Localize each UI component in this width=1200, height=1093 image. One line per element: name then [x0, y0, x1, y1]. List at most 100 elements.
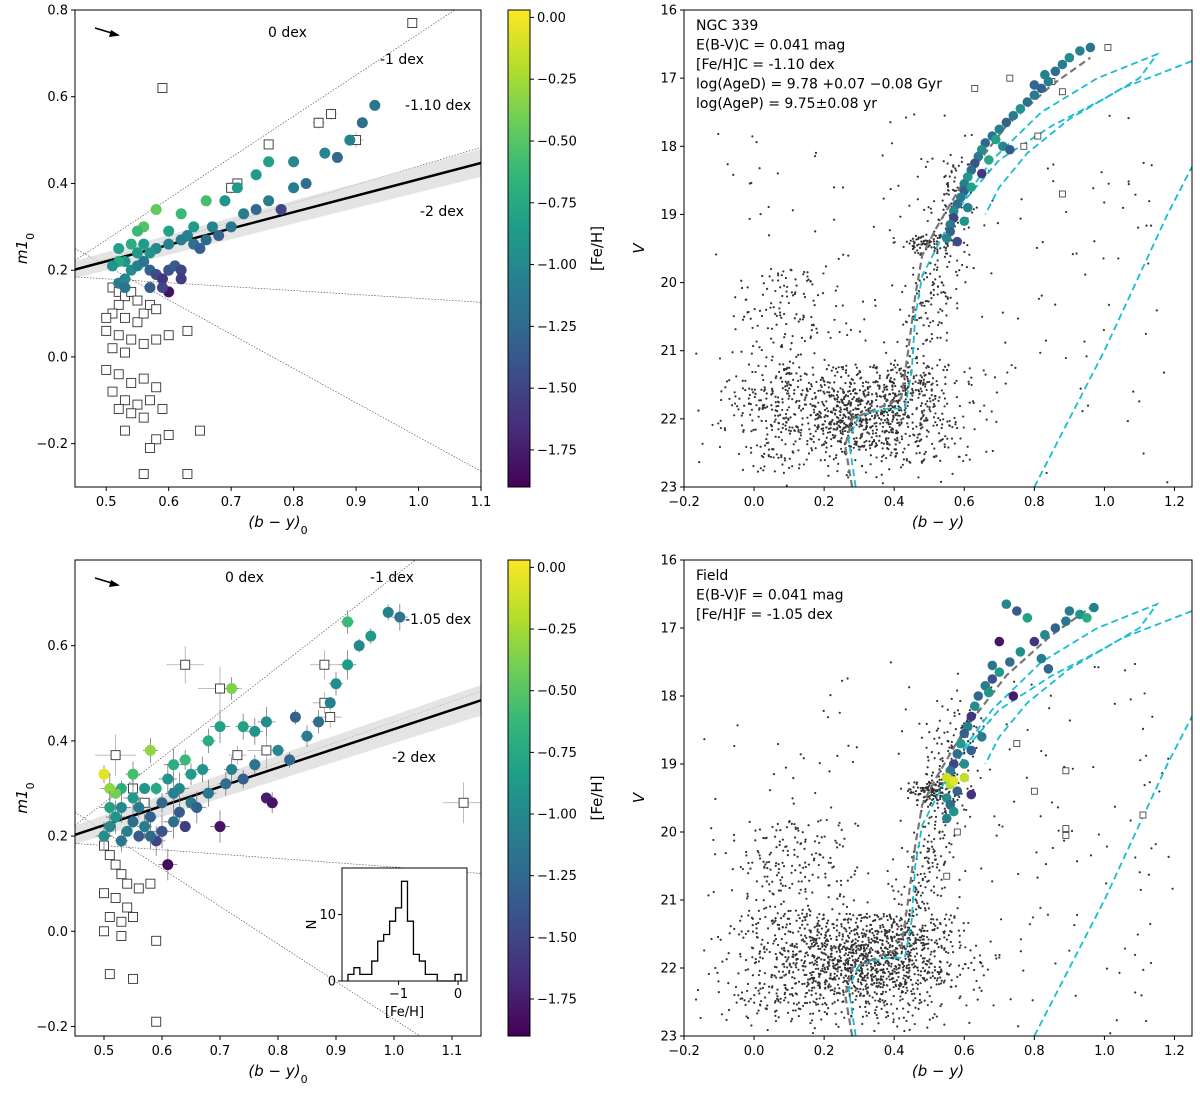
top-right-field-star [823, 383, 826, 387]
bottom-right-field-star [893, 897, 896, 901]
top-right-field-star [881, 390, 885, 393]
bottom-right-field-star [854, 822, 857, 825]
bottom-right-field-star [824, 986, 827, 989]
top-right-field-star [857, 397, 861, 400]
bottom-right-field-star [1113, 805, 1117, 808]
top-right-field-star [784, 424, 787, 427]
bottom-right-field-star [930, 950, 933, 953]
top-left-nonmember-point [145, 443, 155, 453]
bottom-right-field-star [870, 969, 873, 972]
top-right-field-star [854, 414, 857, 417]
bottom-right-field-star [923, 838, 926, 841]
bottom-right-field-star [703, 949, 706, 952]
top-right-field-star [790, 342, 793, 345]
bottom-right-field-star [859, 919, 863, 922]
bottom-right-field-star [926, 880, 929, 883]
top-right-field-star [837, 257, 840, 260]
bottom-right-field-star [805, 951, 808, 954]
bottom-right-field-star [754, 829, 757, 832]
top-right-field-star [881, 447, 884, 450]
top-right-field-star [938, 236, 941, 239]
bottom-right-nonmember-point [943, 872, 951, 880]
bottom-left-member-point [104, 821, 116, 833]
top-right-field-star [859, 411, 863, 414]
bottom-right-field-star [949, 940, 952, 944]
bottom-right-field-star [737, 933, 741, 936]
bottom-right-field-star [881, 999, 884, 1002]
bottom-right-field-star [907, 865, 910, 868]
bottom-right-field-star [943, 886, 946, 889]
top-right-field-star [841, 419, 844, 422]
top-right-field-star [936, 336, 939, 339]
bottom-right-field-star [978, 986, 981, 989]
bottom-right-field-star [935, 1015, 938, 1018]
bottom-right-field-star [884, 961, 887, 964]
bottom-right-field-star [744, 932, 748, 936]
top-left-xtick-label: 1.0 [408, 495, 429, 510]
top-right-field-star [837, 366, 840, 369]
top-right-field-star [906, 379, 910, 383]
bottom-right-field-star [853, 933, 856, 936]
top-right-field-star [849, 422, 852, 426]
bottom-left-inset-frame [341, 867, 468, 982]
top-right-field-star [824, 420, 827, 423]
top-right-field-star [907, 401, 910, 404]
bottom-right-field-star [835, 841, 838, 844]
top-right-field-star [912, 377, 915, 380]
top-right-field-star [907, 416, 910, 419]
top-right-field-star [953, 176, 957, 179]
bottom-right-field-star [880, 993, 883, 996]
bottom-right-field-star [888, 946, 891, 949]
top-left-ytick-label: 0.4 [47, 177, 68, 192]
top-right-field-star [740, 350, 743, 353]
bottom-right-field-star [790, 993, 794, 996]
bottom-right-field-star [710, 937, 713, 941]
top-right-field-star [787, 429, 790, 432]
bottom-right-field-star [933, 849, 936, 853]
bottom-left-colorbar-gradient [507, 559, 531, 1037]
top-right-field-star [845, 322, 848, 325]
top-right-field-star [834, 367, 838, 370]
bottom-right-field-star [919, 954, 923, 957]
top-right-field-star [777, 404, 780, 408]
top-left-nonmember-point [151, 334, 162, 345]
top-right-rgb-star [976, 168, 987, 179]
bottom-right-field-star [950, 979, 953, 982]
top-left-xtick-label: 0.9 [346, 495, 367, 510]
top-right-field-star [896, 401, 900, 405]
top-right-field-star [895, 371, 898, 374]
bottom-right-field-star [936, 742, 939, 745]
top-right-field-star [840, 366, 843, 369]
bottom-right-field-star [891, 972, 894, 976]
top-right-field-star [888, 425, 891, 429]
top-right-field-star [823, 358, 826, 361]
bottom-right-field-star [975, 726, 978, 729]
bottom-right-field-star [919, 981, 922, 985]
top-right-field-star [782, 417, 785, 420]
bottom-right-field-star [966, 787, 969, 790]
top-right-field-star [922, 382, 925, 385]
bottom-right-field-star [820, 942, 823, 945]
bottom-right-field-star [952, 734, 955, 737]
bottom-right-field-star [1046, 913, 1050, 916]
bottom-right-field-star [812, 979, 815, 983]
bottom-left-nonmember-point [99, 888, 109, 899]
top-right-field-star [912, 266, 915, 270]
bottom-right-field-star [939, 794, 942, 797]
bottom-right-field-star [890, 962, 893, 965]
top-right-field-star [814, 418, 817, 421]
top-right-field-star [943, 193, 946, 196]
bottom-right-field-star [745, 1015, 748, 1018]
bottom-right-field-star [878, 918, 881, 921]
bottom-right-field-star [922, 960, 925, 963]
bottom-right-field-star [980, 962, 983, 965]
bottom-right-field-star [890, 936, 893, 939]
bottom-right-field-star [873, 991, 876, 994]
bottom-right-field-star [866, 968, 869, 971]
bottom-right-field-star [855, 949, 858, 952]
top-right-field-star [859, 417, 862, 420]
bottom-right-field-star [849, 918, 853, 921]
top-right-field-star [860, 419, 863, 422]
bottom-right-field-star [992, 1004, 995, 1007]
top-left-nonmember-point [163, 430, 174, 440]
